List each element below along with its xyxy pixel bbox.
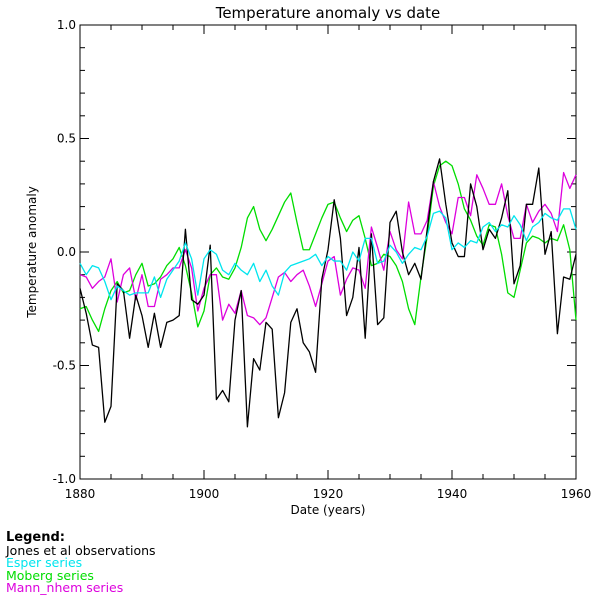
y-axis-label: Temperature anomaly — [25, 186, 39, 319]
legend-item-esper: Esper series — [6, 555, 83, 570]
series-line-moberg-series — [79, 160, 577, 333]
legend-item-mann: Mann_nhem series — [6, 580, 124, 595]
y-tick-label: 0.5 — [57, 132, 76, 146]
x-tick-label: 1880 — [65, 487, 96, 501]
legend-item-jones: Jones et al observations — [6, 542, 156, 558]
y-tick-label: -0.5 — [53, 359, 76, 373]
x-axis-label: Date (years) — [291, 503, 366, 517]
chart-title: Temperature anomaly vs date — [215, 4, 441, 22]
series-line-mann-nhem-series — [79, 171, 577, 326]
y-tick-label: 1.0 — [57, 18, 76, 32]
series-line-jones-et-al-observations — [79, 158, 577, 428]
legend: Legend: Jones et al observations Esper s… — [6, 530, 156, 595]
y-tick-label: 0.0 — [57, 245, 76, 259]
legend-item-moberg: Moberg series — [6, 567, 94, 583]
y-tick-label: -1.0 — [53, 472, 76, 486]
legend-heading: Legend: — [6, 530, 65, 545]
x-tick-label: 1900 — [189, 487, 220, 501]
x-tick-label: 1960 — [561, 487, 592, 501]
x-tick-label: 1920 — [313, 487, 344, 501]
x-tick-label: 1940 — [437, 487, 468, 501]
series-line-esper-series — [79, 208, 577, 301]
